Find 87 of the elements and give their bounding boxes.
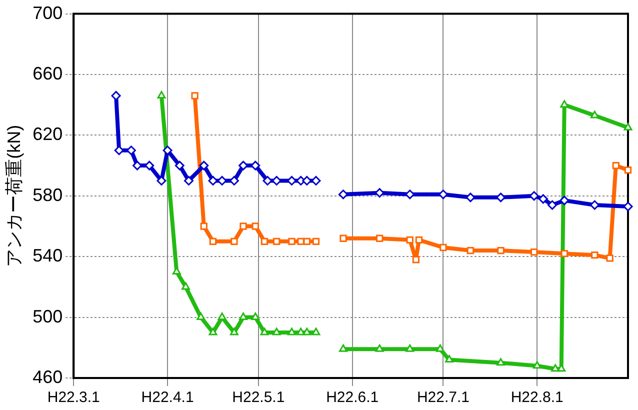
point	[376, 234, 384, 242]
point	[624, 166, 632, 174]
point	[529, 191, 539, 201]
point	[538, 194, 548, 204]
point	[591, 252, 598, 259]
point	[272, 176, 282, 186]
point	[260, 328, 269, 336]
point	[217, 176, 227, 186]
y-tick-label: 580	[32, 184, 63, 205]
point	[144, 160, 154, 170]
point	[530, 248, 538, 256]
point	[199, 160, 209, 170]
point	[126, 146, 136, 156]
point	[340, 234, 347, 242]
point	[208, 176, 218, 186]
point	[196, 312, 206, 320]
point	[312, 328, 320, 336]
point	[209, 238, 217, 246]
point	[200, 222, 208, 230]
point	[496, 358, 505, 366]
point	[132, 160, 142, 170]
point	[311, 176, 321, 186]
point	[590, 200, 600, 210]
point	[157, 90, 166, 98]
point	[405, 190, 415, 200]
point	[230, 238, 238, 246]
point	[312, 238, 320, 246]
point	[251, 312, 260, 320]
point	[548, 200, 558, 210]
point	[532, 361, 542, 369]
point	[111, 90, 121, 100]
point	[288, 238, 296, 246]
point	[466, 192, 476, 202]
point	[338, 190, 348, 200]
point	[296, 328, 306, 336]
y-tick-label: 540	[32, 246, 63, 266]
point	[551, 364, 560, 372]
x-tick-label: H22.4.1	[141, 389, 194, 406]
point	[302, 328, 312, 336]
point	[612, 162, 620, 170]
point	[260, 238, 268, 246]
point	[415, 236, 423, 244]
point	[496, 192, 506, 202]
point	[288, 328, 296, 336]
x-tick-label: H22.6.1	[326, 389, 379, 406]
point	[560, 196, 570, 206]
point	[406, 344, 414, 352]
point	[440, 244, 447, 252]
point	[560, 250, 568, 258]
point	[623, 202, 633, 212]
point	[624, 122, 632, 130]
point	[497, 246, 504, 254]
y-tick-label: 620	[32, 124, 63, 144]
point	[182, 282, 190, 290]
point	[273, 238, 280, 246]
point	[114, 146, 124, 156]
y-tick-label: 660	[32, 63, 63, 84]
y-tick-label: 460	[32, 366, 63, 387]
point	[436, 344, 444, 352]
y-tick-label: 500	[32, 306, 63, 326]
point	[303, 238, 310, 246]
point	[240, 222, 247, 230]
x-tick-label: H22.7.1	[416, 389, 470, 406]
y-tick-label: 700	[32, 2, 63, 23]
point	[218, 312, 226, 320]
point	[466, 246, 474, 254]
x-tick-label: H22.8.1	[510, 389, 564, 406]
point	[272, 328, 281, 336]
point	[406, 236, 414, 244]
point	[208, 328, 218, 336]
point	[375, 344, 384, 352]
point	[184, 176, 194, 186]
point	[445, 355, 454, 363]
point	[239, 312, 248, 320]
x-tick-label: H22.5.1	[232, 389, 285, 406]
point	[606, 254, 614, 262]
point	[230, 328, 238, 336]
y-axis-title: アンカー荷重(kN)	[4, 124, 24, 267]
point	[252, 222, 259, 230]
point	[339, 344, 348, 352]
x-tick-label: H22.3.1	[47, 389, 100, 406]
point	[262, 176, 272, 186]
point	[174, 160, 184, 170]
point	[250, 160, 260, 170]
point	[412, 256, 420, 264]
point	[191, 92, 198, 100]
point	[302, 176, 312, 186]
